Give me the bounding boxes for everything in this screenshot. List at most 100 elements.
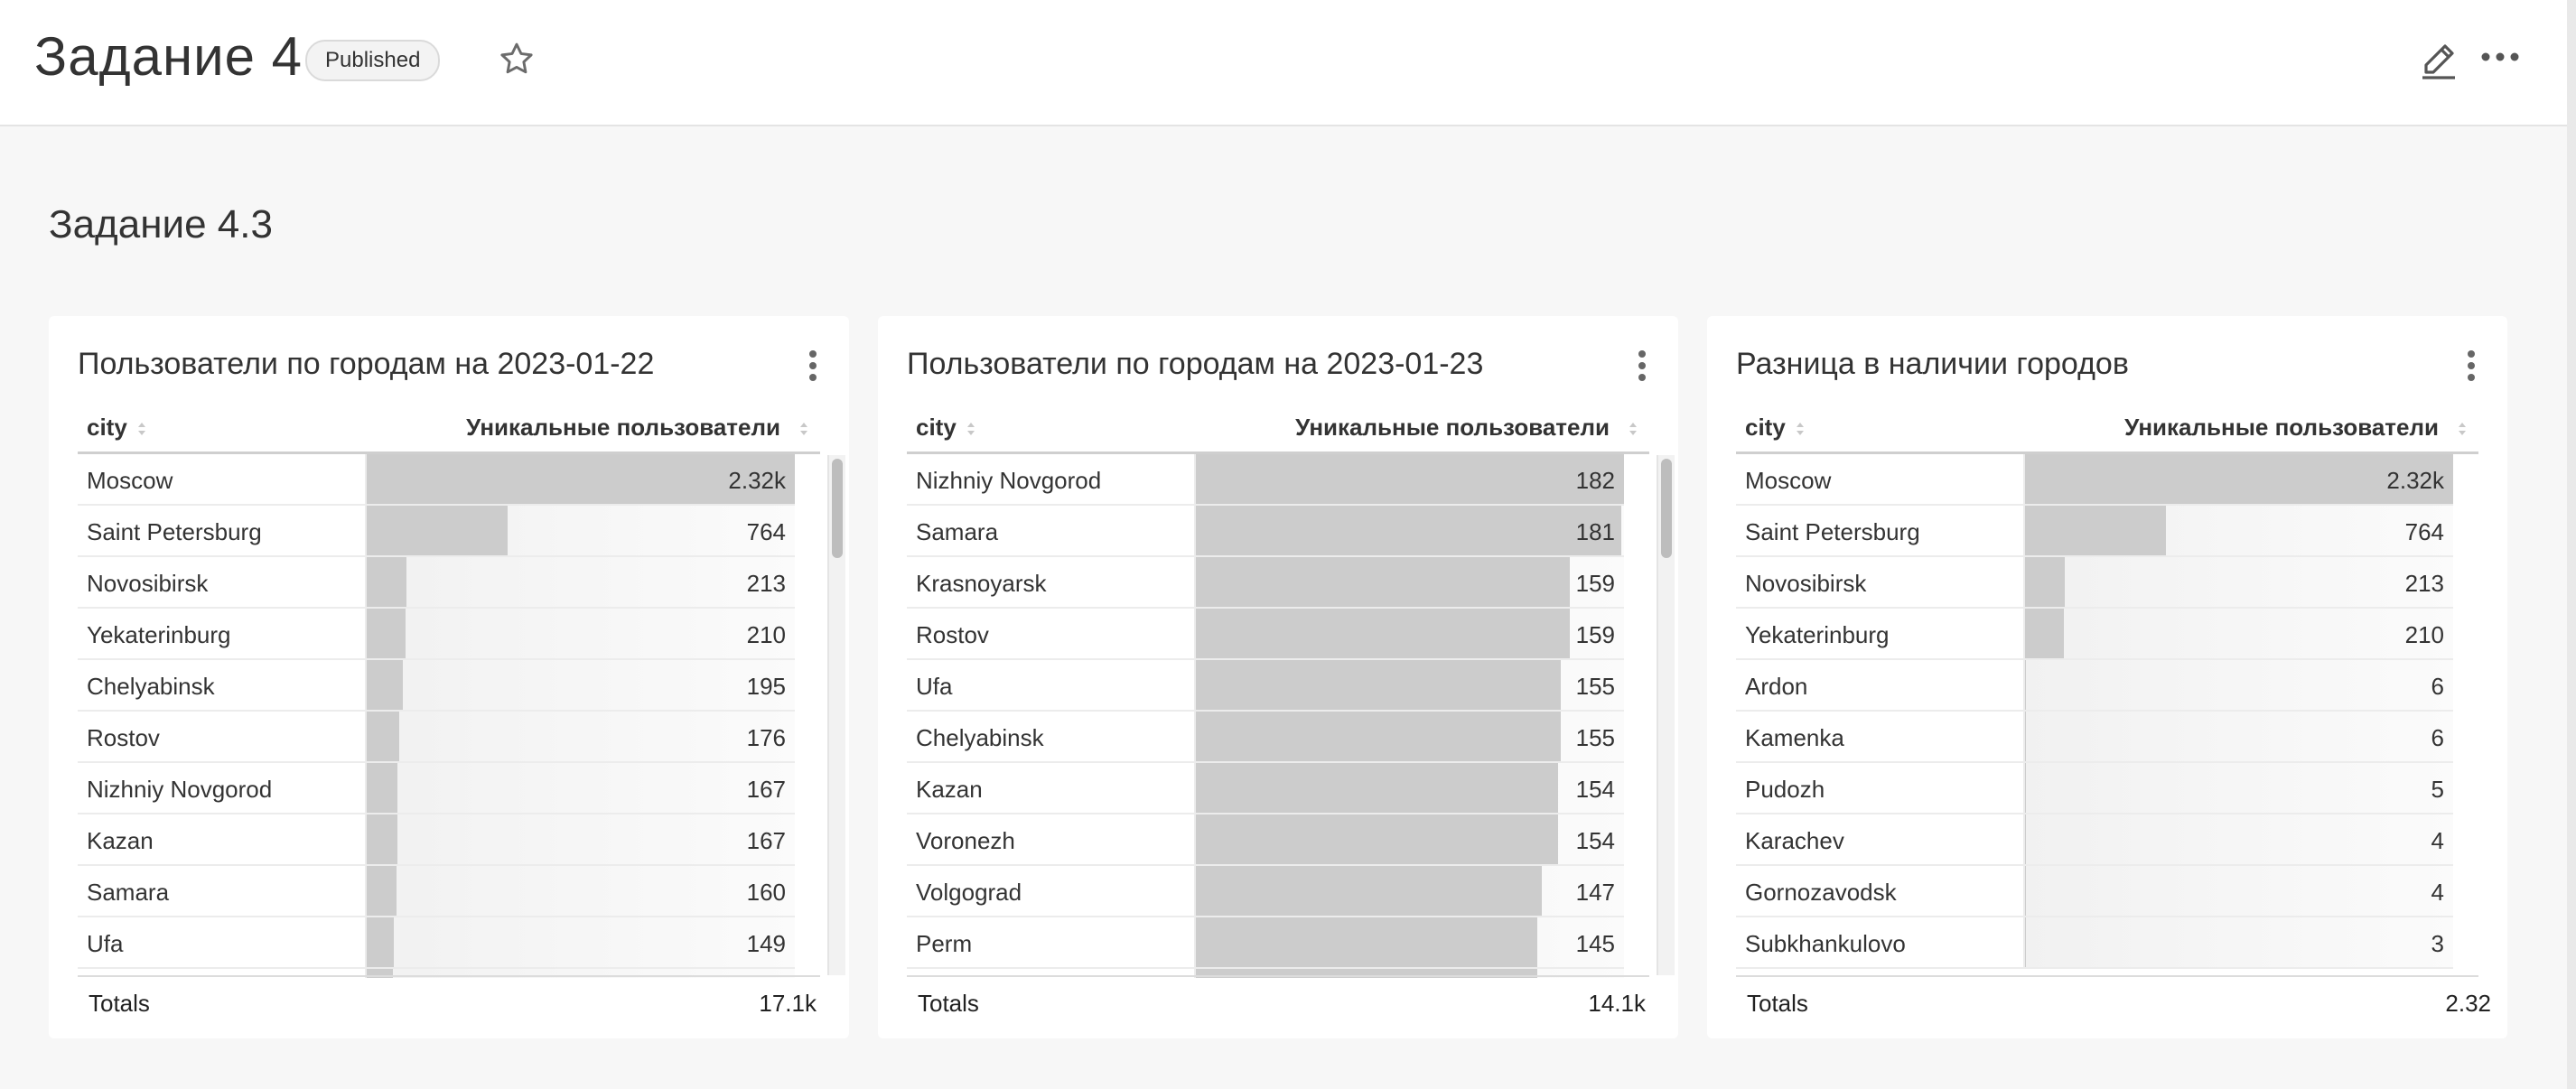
- sort-icon[interactable]: [1795, 421, 1806, 437]
- table-body: Moscow 2.32k Saint Petersburg 764 Novosi…: [1736, 454, 2453, 978]
- scrollbar-thumb[interactable]: [832, 459, 843, 558]
- table-footer: Totals 17.1k: [78, 975, 820, 1031]
- sort-icon[interactable]: [2457, 421, 2468, 437]
- totals-value: 17.1k: [759, 990, 817, 1017]
- value-cell: 154: [1575, 827, 1615, 854]
- sort-icon[interactable]: [1628, 421, 1638, 437]
- cell-divider: [2023, 660, 2025, 710]
- table-body: Moscow 2.32k Saint Petersburg 764 Novosi…: [78, 454, 795, 978]
- cell-divider: [365, 557, 367, 607]
- column-header-city[interactable]: city: [916, 414, 976, 442]
- city-cell: Krasnoyarsk: [916, 570, 1047, 597]
- table-row[interactable]: Ufa 155: [907, 660, 1624, 712]
- edit-icon[interactable]: [2417, 38, 2460, 81]
- table-row[interactable]: Kazan 154: [907, 763, 1624, 814]
- table-row[interactable]: Rostov 176: [78, 712, 795, 763]
- value-bar: [367, 969, 393, 978]
- section-title: Задание 4.3: [49, 202, 273, 247]
- bar-track: [367, 917, 795, 967]
- bar-track: [2025, 866, 2453, 916]
- table-scrollbar[interactable]: [1657, 455, 1675, 975]
- data-table: city Уникальные пользователи Moscow 2.32…: [1736, 399, 2478, 978]
- table-row[interactable]: Chelyabinsk 155: [907, 712, 1624, 763]
- column-header-users[interactable]: Уникальные пользователи: [466, 414, 807, 442]
- more-options-icon[interactable]: [2480, 45, 2520, 69]
- totals-label: Totals: [89, 990, 150, 1017]
- column-header-city[interactable]: city: [1745, 414, 1806, 442]
- chart-menu-icon[interactable]: [1637, 349, 1647, 383]
- table-row[interactable]: Voronezh 154: [907, 814, 1624, 866]
- table-row[interactable]: Samara 160: [78, 866, 795, 917]
- city-cell: Kazan: [87, 827, 154, 854]
- table-row[interactable]: [907, 969, 1624, 978]
- sort-icon[interactable]: [798, 421, 809, 437]
- cell-divider: [365, 609, 367, 658]
- chart-card: Разница в наличии городов city Уникальны…: [1707, 316, 2507, 1038]
- table-row[interactable]: Ardon 6: [1736, 660, 2453, 712]
- table-row[interactable]: Samara 181: [907, 506, 1624, 557]
- value-bar: [2025, 712, 2026, 761]
- table-row[interactable]: Gornozavodsk 4: [1736, 866, 2453, 917]
- table-row[interactable]: Perm 145: [907, 917, 1624, 969]
- value-bar: [1196, 506, 1621, 555]
- cell-divider: [365, 969, 367, 978]
- city-cell: Saint Petersburg: [1745, 518, 1920, 545]
- value-bar: [1196, 609, 1570, 658]
- table-row[interactable]: Novosibirsk 213: [1736, 557, 2453, 609]
- table-row[interactable]: Kamenka 6: [1736, 712, 2453, 763]
- table-row[interactable]: [78, 969, 795, 978]
- chart-menu-icon[interactable]: [807, 349, 818, 383]
- cell-divider: [1194, 660, 1196, 710]
- table-row[interactable]: Yekaterinburg 210: [78, 609, 795, 660]
- table-row[interactable]: Nizhniy Novgorod 182: [907, 454, 1624, 506]
- table-row[interactable]: Novosibirsk 213: [78, 557, 795, 609]
- bar-track: [2025, 917, 2453, 967]
- dashboard-header: Задание 4 Published: [0, 0, 2567, 126]
- city-cell: Voronezh: [916, 827, 1015, 854]
- sort-icon[interactable]: [966, 421, 976, 437]
- table-row[interactable]: Kazan 167: [78, 814, 795, 866]
- table-row[interactable]: Ufa 149: [78, 917, 795, 969]
- cell-divider: [2023, 454, 2025, 504]
- city-cell: Subkhankulovo: [1745, 930, 1906, 957]
- totals-label: Totals: [918, 990, 979, 1017]
- scrollbar-thumb[interactable]: [1661, 459, 1672, 558]
- column-header-users[interactable]: Уникальные пользователи: [2124, 414, 2466, 442]
- sort-icon[interactable]: [136, 421, 147, 437]
- value-cell: 4: [2431, 879, 2444, 906]
- bar-track: [2025, 660, 2453, 710]
- value-bar: [1196, 917, 1537, 967]
- table-row[interactable]: Pudozh 5: [1736, 763, 2453, 814]
- value-cell: 764: [2404, 518, 2444, 545]
- cell-divider: [2023, 917, 2025, 967]
- table-row[interactable]: Subkhankulovo 3: [1736, 917, 2453, 969]
- star-icon[interactable]: [497, 40, 537, 79]
- city-cell: Yekaterinburg: [87, 621, 231, 648]
- status-badge[interactable]: Published: [305, 40, 441, 81]
- value-cell: 3: [2431, 930, 2444, 957]
- column-header-city[interactable]: city: [87, 414, 147, 442]
- table-row[interactable]: Moscow 2.32k: [78, 454, 795, 506]
- table-row[interactable]: Krasnoyarsk 159: [907, 557, 1624, 609]
- column-header-users[interactable]: Уникальные пользователи: [1295, 414, 1637, 442]
- table-row[interactable]: Moscow 2.32k: [1736, 454, 2453, 506]
- table-row[interactable]: Yekaterinburg 210: [1736, 609, 2453, 660]
- bar-track: [367, 557, 795, 607]
- table-row[interactable]: Volgograd 147: [907, 866, 1624, 917]
- value-cell: 147: [1575, 879, 1615, 906]
- chart-menu-icon[interactable]: [2466, 349, 2477, 383]
- table-row[interactable]: Karachev 4: [1736, 814, 2453, 866]
- table-row[interactable]: Rostov 159: [907, 609, 1624, 660]
- table-scrollbar[interactable]: [827, 455, 845, 975]
- table-row[interactable]: Saint Petersburg 764: [1736, 506, 2453, 557]
- table-row[interactable]: Saint Petersburg 764: [78, 506, 795, 557]
- cell-divider: [1194, 814, 1196, 864]
- value-bar: [2025, 866, 2026, 916]
- table-row[interactable]: Chelyabinsk 195: [78, 660, 795, 712]
- value-cell: 2.32k: [2386, 467, 2444, 494]
- city-cell: Ufa: [916, 673, 953, 700]
- table-row[interactable]: Nizhniy Novgorod 167: [78, 763, 795, 814]
- city-cell: Ardon: [1745, 673, 1808, 700]
- value-bar: [1196, 557, 1570, 607]
- page-scrollbar[interactable]: [2567, 0, 2576, 1089]
